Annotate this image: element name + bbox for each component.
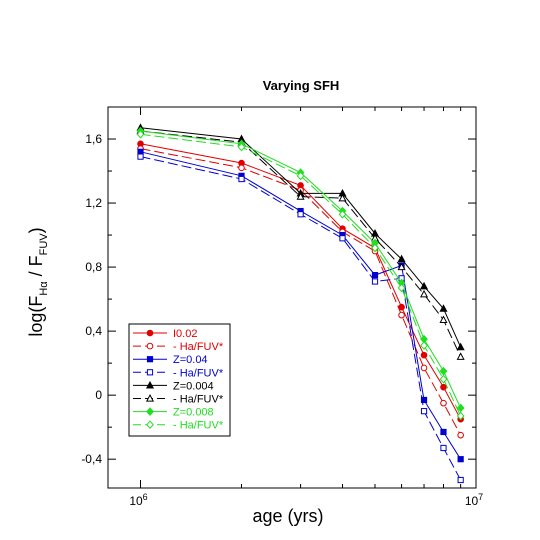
y-tick-label: 0,4	[85, 324, 102, 338]
legend-marker	[146, 407, 154, 416]
y-tick-label: 1,2	[85, 196, 102, 210]
data-point	[296, 171, 305, 181]
legend-marker	[146, 420, 154, 430]
legend-label: I0.02	[173, 328, 197, 340]
data-point	[420, 341, 428, 350]
legend-label: Z=0.008	[173, 407, 214, 419]
data-point	[440, 444, 447, 452]
data-point	[338, 209, 347, 219]
series-2	[137, 148, 464, 463]
data-point	[457, 456, 464, 463]
legend: I0.02- Ha/FUV*Z=0.04- Ha/FUV*Z=0.004- Ha…	[128, 323, 231, 437]
x-tick-label: 107	[465, 492, 483, 508]
data-point	[439, 366, 448, 376]
chart-title: Varying SFH	[263, 78, 340, 93]
y-tick-label: 0	[95, 388, 102, 402]
x-axis: 106 107	[129, 107, 483, 508]
legend-label: - Ha/FUV*	[173, 394, 224, 406]
data-point	[136, 129, 145, 139]
data-point	[420, 351, 428, 359]
legend-label: Z=0.004	[173, 380, 214, 392]
legend-marker	[146, 369, 154, 376]
y-axis-label: log(FHα / FFUV)	[26, 227, 50, 336]
legend-label: Z=0.04	[173, 354, 208, 366]
legend-marker	[146, 356, 154, 363]
data-point	[420, 408, 428, 415]
y-tick-label: 1,6	[85, 132, 102, 146]
x-axis-label: age (yrs)	[252, 506, 323, 526]
plot-area	[107, 106, 477, 489]
data-point	[440, 383, 447, 391]
series-7	[136, 129, 465, 421]
data-point	[397, 254, 406, 263]
data-point	[371, 243, 379, 253]
data-point	[440, 399, 447, 407]
x-tick-label: 106	[129, 492, 147, 508]
y-tick-label: 0,8	[85, 260, 102, 274]
data-point	[419, 289, 429, 298]
y-axis: 1,6 1,2 0,8 0,4 0 -0,4	[81, 132, 476, 466]
legend-label: - Ha/FUV*	[173, 367, 224, 379]
legend-marker	[145, 394, 155, 402]
data-point	[456, 411, 465, 421]
series-layer	[136, 123, 465, 484]
data-point	[371, 278, 379, 285]
legend-entry: - Ha/FUV*	[133, 394, 224, 406]
data-point	[339, 235, 346, 242]
legend-entry: - Ha/FUV*	[133, 420, 224, 432]
legend-label: - Ha/FUV*	[173, 341, 224, 353]
data-point	[456, 403, 465, 413]
legend-entry: Z=0.004	[133, 380, 214, 392]
data-point	[439, 304, 448, 312]
data-point	[397, 262, 406, 271]
data-point	[456, 352, 465, 360]
legend-entry: - Ha/FUV*	[133, 341, 224, 353]
legend-entry: - Ha/FUV*	[133, 367, 224, 379]
data-point	[397, 283, 406, 293]
data-point	[456, 342, 465, 351]
data-point	[237, 142, 246, 152]
series-line	[140, 130, 462, 357]
series-line	[140, 127, 462, 348]
data-point	[457, 431, 464, 439]
data-point	[419, 281, 429, 290]
legend-marker	[146, 342, 154, 350]
legend-entry: Z=0.008	[133, 407, 214, 419]
data-point	[398, 311, 405, 319]
data-point	[297, 211, 304, 218]
data-point	[371, 271, 379, 279]
data-point	[137, 153, 144, 160]
data-point	[238, 164, 245, 172]
data-point	[420, 396, 428, 404]
y-tick-label: -0,4	[81, 452, 102, 466]
legend-entry: I0.02	[133, 328, 197, 340]
legend-entry: Z=0.04	[133, 354, 208, 366]
data-point	[420, 364, 428, 372]
data-point	[440, 428, 447, 436]
data-point	[238, 175, 245, 183]
data-point	[439, 374, 448, 384]
data-point	[439, 315, 448, 324]
series-3	[137, 153, 464, 484]
data-point	[457, 476, 464, 484]
data-point	[296, 192, 305, 200]
legend-marker	[145, 380, 155, 389]
legend-label: - Ha/FUV*	[173, 420, 224, 432]
legend-box	[128, 323, 231, 437]
data-point	[338, 193, 347, 202]
legend-marker	[146, 329, 154, 337]
